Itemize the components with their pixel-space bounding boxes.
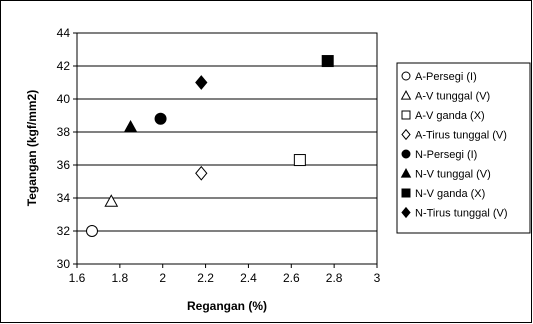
y-tick-label: 30 [57, 257, 71, 271]
legend-marker [401, 206, 411, 219]
legend-label: N-V tunggal (V) [415, 169, 491, 181]
y-tick-label: 36 [57, 158, 71, 172]
legend-label: A-Persegi (I) [415, 71, 477, 83]
x-tick-label: 1.8 [112, 271, 129, 285]
y-axis-title: Tegangan (kgf/mm2) [25, 90, 39, 206]
data-point [195, 75, 208, 90]
legend-label: N-V ganda (X) [415, 188, 485, 200]
legend-label: A-Tirus tunggal (V) [415, 130, 507, 142]
y-tick-label: 38 [57, 125, 71, 139]
data-point [293, 154, 306, 167]
legend-marker [401, 71, 411, 81]
legend-items: A-Persegi (I) A-V tunggal (V) A-V ganda (X… [400, 71, 508, 220]
data-point [123, 119, 138, 133]
plot-area [76, 32, 378, 265]
x-tick-label: 3 [374, 271, 381, 285]
legend-box [396, 62, 531, 234]
data-point [104, 194, 119, 207]
legend-marker [401, 149, 411, 159]
data-point [321, 55, 334, 68]
data-point [86, 225, 98, 237]
x-tick-label: 2 [159, 271, 166, 285]
y-tick-label: 44 [57, 26, 71, 40]
y-tick-label: 40 [57, 92, 71, 106]
legend-label: N-Persegi (I) [415, 149, 477, 161]
x-tick-label: 2.6 [283, 271, 300, 285]
data-point [154, 112, 167, 125]
legend-marker [401, 188, 411, 198]
legend-marker [400, 168, 412, 178]
y-tick-label: 32 [57, 224, 71, 238]
x-tick-label: 1.6 [69, 271, 86, 285]
legend-marker [401, 128, 411, 141]
axis-ticks: 30 32 34 36 38 40 42 44 1.6 1.8 2 2.2 2.4 2.6 2.8 3 [57, 26, 381, 285]
x-tick-label: 2.4 [240, 271, 257, 285]
y-tick-label: 34 [57, 191, 71, 205]
legend-label: A-V ganda (X) [415, 110, 485, 122]
x-axis-title: Regangan (%) [187, 299, 267, 313]
data-point [195, 165, 208, 181]
legend-marker [401, 110, 411, 120]
x-tick-label: 2.2 [197, 271, 214, 285]
grid-layer [77, 65, 377, 232]
data-points [86, 55, 334, 237]
y-tick-label: 42 [57, 59, 71, 73]
legend-marker [400, 90, 412, 100]
x-tick-label: 2.8 [326, 271, 343, 285]
legend: A-Persegi (I) A-V tunggal (V) A-V ganda (X… [396, 62, 531, 234]
legend-label: N-Tirus tunggal (V) [415, 208, 508, 220]
legend-label: A-V tunggal (V) [415, 91, 490, 103]
